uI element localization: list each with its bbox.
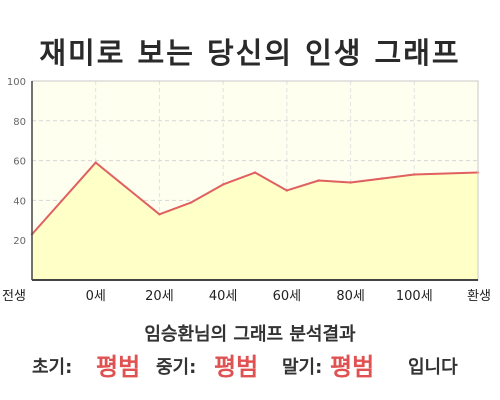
analysis-result: 초기: 평범 중기: 평범 말기: 평범 입니다 [0,344,500,381]
x-tick-label: 0세 [86,289,106,304]
x-tick-label: 60세 [273,289,302,304]
late-value: 평범 [330,353,375,381]
result-suffix: 입니다 [408,357,458,378]
data-point [158,213,161,216]
x-tick-label: 전생 [2,289,26,304]
data-point [413,173,416,176]
y-tick-label: 20 [13,236,26,247]
y-tick-label: 60 [13,157,26,168]
y-tick-label: 100 [7,77,26,88]
data-point [221,183,225,186]
analysis-heading: 임승환님의 그래프 분석결과 [144,324,356,345]
area-fill [32,162,478,280]
early-value: 평범 [96,353,141,381]
data-point [253,171,257,174]
early-label: 초기: [32,357,73,378]
life-graph-chart: 20 40 60 80 100 전생 0세 20세 40세 60세 80세 100세 환생 [2,77,491,304]
data-point [349,181,352,184]
data-point [94,161,97,164]
data-point [317,179,320,182]
data-point [190,201,193,204]
y-tick-label: 80 [13,117,26,128]
x-tick-label: 40세 [209,289,238,304]
y-tick-label: 40 [13,196,26,207]
data-point [285,189,289,192]
x-tick-label: 100세 [396,289,433,304]
data-point [381,177,384,180]
chart-title: 재미로 보는 당신의 인생 그래프 [39,36,461,70]
x-tick-label: 20세 [145,289,174,304]
mid-label: 중기: [156,357,197,378]
late-label: 말기: [282,357,323,378]
mid-value: 평범 [214,353,259,381]
x-tick-label: 환생 [467,289,491,304]
x-tick-label: 80세 [336,289,365,304]
series-line [31,161,479,235]
